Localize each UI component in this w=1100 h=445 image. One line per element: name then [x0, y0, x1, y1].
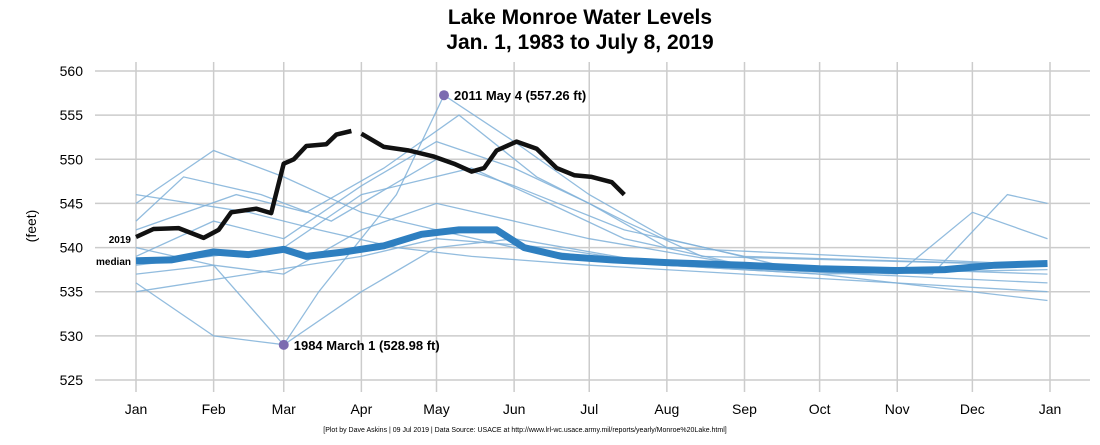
line-2019	[135, 128, 352, 241]
y-tick-label: 525	[60, 372, 84, 388]
label-median: median	[96, 257, 131, 268]
y-axis-label: (feet)	[23, 210, 39, 243]
y-tick-label: 555	[60, 107, 84, 123]
extreme-point-label: 2011 May 4 (557.26 ft)	[454, 88, 586, 103]
x-tick-label: Aug	[654, 401, 679, 417]
x-tick-label: Jan	[1039, 401, 1062, 417]
line-2019	[360, 131, 626, 197]
x-tick-label: Mar	[272, 401, 296, 417]
history-traces	[135, 94, 1048, 346]
x-tick-label: Oct	[809, 401, 831, 417]
y-axis: 525 530 535 540 545 550 555 560	[60, 63, 84, 388]
y-tick-label: 530	[60, 328, 84, 344]
series-lines	[135, 128, 1048, 274]
extreme-point-marker	[278, 339, 289, 350]
median-line	[135, 226, 1048, 274]
extreme-point-marker	[439, 90, 450, 101]
history-trace-line	[135, 114, 1048, 266]
y-tick-label: 545	[60, 195, 84, 211]
history-trace-line	[135, 238, 1048, 302]
footer-credit: [Plot by Dave Askins | 09 Jul 2019 | Dat…	[323, 427, 727, 434]
chart-title: Lake Monroe Water Levels	[448, 6, 712, 29]
y-tick-label: 550	[60, 151, 84, 167]
history-trace-line	[135, 193, 1048, 293]
chart-subtitle: Jan. 1, 1983 to July 8, 2019	[446, 31, 713, 54]
x-axis: Jan Feb Mar Apr May Jun Jul Aug Sep Oct Nov Dec Jan	[125, 401, 1062, 417]
x-tick-label: Sep	[732, 401, 757, 417]
label-2019: 2019	[109, 235, 132, 246]
history-trace-line	[135, 94, 1048, 346]
y-tick-label: 540	[60, 240, 84, 256]
annotations: 2011 May 4 (557.26 ft) 1984 March 1 (528.…	[278, 88, 586, 353]
x-tick-label: May	[423, 401, 449, 417]
extreme-point-label: 1984 March 1 (528.98 ft)	[294, 338, 440, 353]
x-tick-label: Feb	[202, 401, 226, 417]
history-trace-line	[135, 140, 1048, 266]
x-tick-label: Jun	[503, 401, 526, 417]
grid	[95, 62, 1090, 392]
y-tick-label: 535	[60, 284, 84, 300]
history-trace-line	[135, 167, 1048, 275]
history-trace-line	[135, 202, 1048, 275]
x-tick-label: Dec	[960, 401, 985, 417]
x-tick-label: Nov	[885, 401, 910, 417]
x-tick-label: Jul	[580, 401, 598, 417]
y-tick-label: 560	[60, 63, 84, 79]
x-tick-label: Apr	[350, 401, 372, 417]
x-tick-label: Jan	[125, 401, 148, 417]
